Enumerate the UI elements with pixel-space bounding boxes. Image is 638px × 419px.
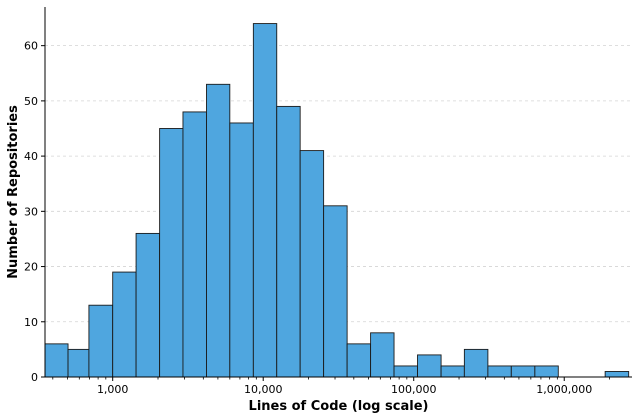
y-tick-label: 40: [24, 150, 38, 163]
histogram-bar: [112, 271, 137, 378]
y-tick-label: 10: [24, 316, 38, 329]
axes: [41, 7, 632, 381]
histogram-bar: [604, 371, 630, 378]
histogram-bar: [463, 348, 489, 378]
histogram-bar: [346, 343, 372, 378]
y-axis-label: Number of Repositories: [6, 105, 21, 279]
histogram-bar: [252, 23, 278, 378]
y-tick-label: 50: [24, 95, 38, 108]
histogram-bar: [276, 105, 301, 378]
histogram-bar: [182, 111, 207, 378]
histogram-bar: [135, 232, 161, 378]
histogram-bar: [393, 365, 418, 378]
histogram-bar: [510, 365, 536, 378]
histogram-bar: [323, 205, 348, 378]
histogram-bar: [159, 128, 184, 378]
histogram-bar: [229, 122, 254, 378]
x-tick-label: 1,000,000: [536, 383, 592, 396]
histogram-bar: [67, 348, 90, 378]
histogram-bar: [299, 150, 325, 378]
histogram-bar: [417, 354, 442, 378]
histogram-bar: [534, 365, 559, 378]
x-tick-label: 100,000: [391, 383, 437, 396]
histogram-bar: [88, 304, 114, 378]
bars: [44, 23, 630, 378]
histogram-bar: [206, 83, 231, 378]
x-tick-label: 1,000: [97, 383, 129, 396]
y-tick-label: 0: [31, 371, 38, 384]
y-tick-label: 30: [24, 205, 38, 218]
x-tick-label: 10,000: [244, 383, 283, 396]
histogram-bar: [487, 365, 512, 378]
y-tick-label: 20: [24, 261, 38, 274]
histogram-bar: [440, 365, 465, 378]
histogram-bar: [44, 343, 69, 378]
x-axis-label: Lines of Code (log scale): [249, 399, 429, 414]
y-tick-label: 60: [24, 40, 38, 53]
histogram-bar: [370, 332, 395, 378]
tick-labels: 0 10 20 30 40 50 60 1,000 10,000 100,000 1,000,000: [24, 40, 592, 396]
